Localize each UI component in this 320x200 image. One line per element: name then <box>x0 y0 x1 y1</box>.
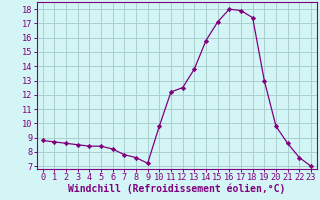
X-axis label: Windchill (Refroidissement éolien,°C): Windchill (Refroidissement éolien,°C) <box>68 184 285 194</box>
